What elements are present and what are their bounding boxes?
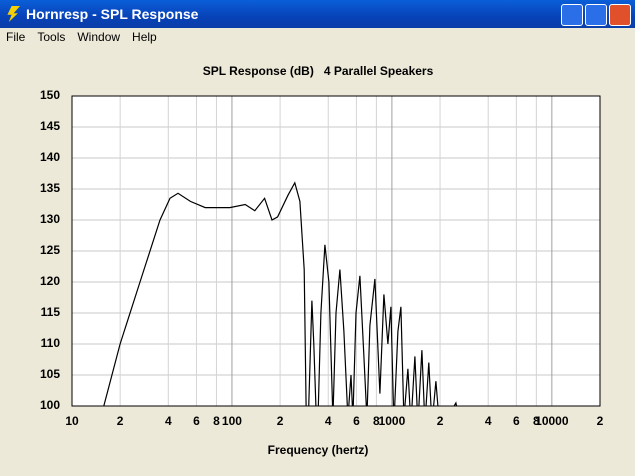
y-tick-label: 110 — [41, 336, 61, 350]
y-tick-label: 125 — [40, 243, 60, 257]
x-tick-label: 4 — [165, 414, 172, 428]
plot-frame — [71, 95, 601, 407]
x-tick-label: 1000 — [379, 414, 406, 428]
x-tick-label: 8 — [373, 414, 380, 428]
x-tick-label: 2 — [277, 414, 284, 428]
y-tick-label: 100 — [40, 398, 60, 412]
x-tick-label: 100 — [222, 414, 242, 428]
y-tick-label: 130 — [40, 212, 60, 226]
minimize-button[interactable] — [561, 4, 583, 26]
y-tick-label: 115 — [41, 305, 61, 319]
x-tick-label: 2 — [117, 414, 124, 428]
x-axis-label: Frequency (hertz) — [268, 443, 369, 457]
menu-item[interactable]: Tools — [37, 30, 66, 44]
x-tick-label: 10 — [65, 414, 79, 428]
x-tick-label: 10000 — [535, 414, 569, 428]
y-tick-label: 145 — [40, 119, 60, 133]
y-tick-label: 135 — [40, 181, 60, 195]
menu-item[interactable]: File — [6, 30, 26, 44]
maximize-button[interactable] — [585, 4, 607, 26]
x-tick-label: 2 — [597, 414, 604, 428]
close-button[interactable] — [609, 4, 631, 26]
x-tick-label: 4 — [485, 414, 492, 428]
x-tick-label: 6 — [353, 414, 360, 428]
app-icon — [7, 6, 20, 22]
y-tick-label: 105 — [40, 367, 60, 381]
title-bar: Hornresp - SPL Response — [0, 0, 635, 28]
menu-bar: File Tools Window Help — [0, 28, 635, 46]
y-tick-label: 120 — [40, 274, 60, 288]
chart-title: SPL Response (dB) 4 Parallel Speakers — [203, 64, 434, 78]
x-tick-label: 4 — [325, 414, 332, 428]
menu-item[interactable]: Help — [132, 30, 157, 44]
x-tick-label: 8 — [213, 414, 220, 428]
spl-curve — [103, 181, 458, 406]
window-title: Hornresp - SPL Response — [26, 6, 199, 22]
x-tick-label: 6 — [193, 414, 200, 428]
y-tick-label: 140 — [40, 150, 60, 164]
menu-item[interactable]: Window — [77, 30, 121, 44]
chart: SPL Response (dB) 4 Parallel Speakers Fr… — [40, 64, 604, 457]
x-tick-label: 8 — [533, 414, 540, 428]
x-tick-label: 2 — [437, 414, 444, 428]
y-tick-label: 150 — [40, 88, 60, 102]
x-tick-label: 6 — [513, 414, 520, 428]
